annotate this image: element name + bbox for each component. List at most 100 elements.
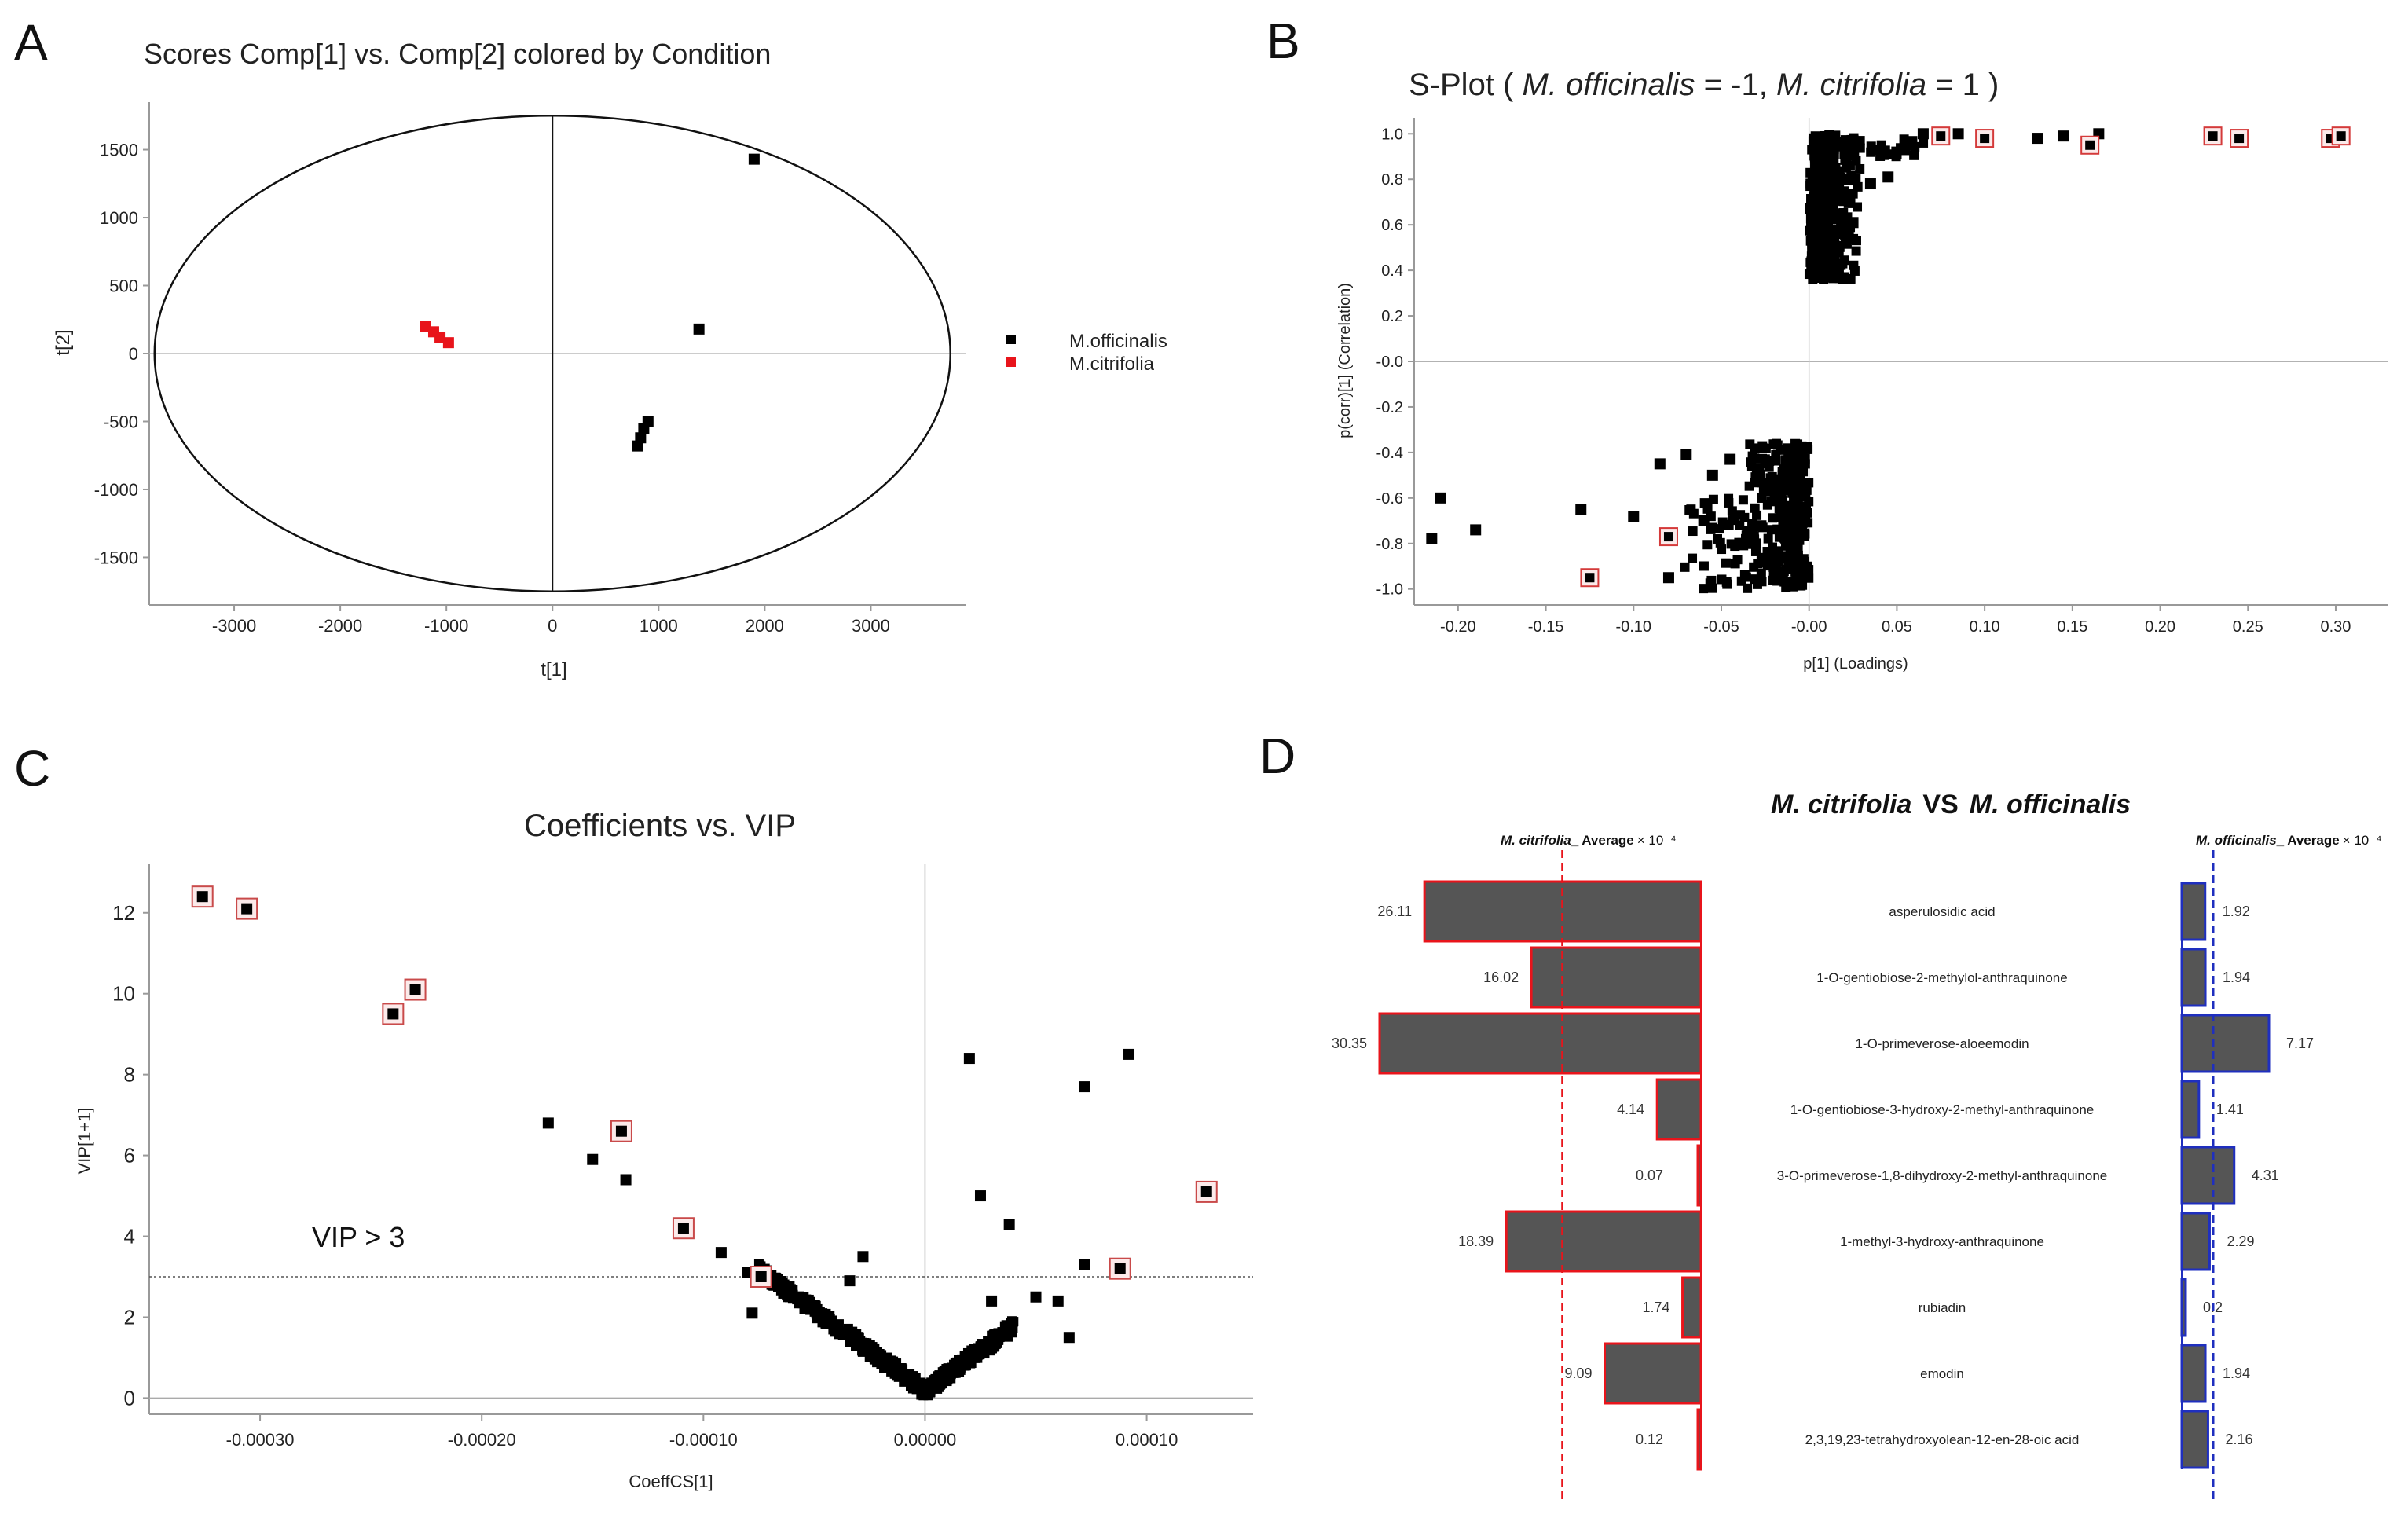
panel-b-title-prefix: S-Plot ( (1409, 68, 1522, 102)
panel-b-cloud-point (1702, 540, 1713, 550)
panel-c-axes (148, 864, 1253, 1415)
panel-c-point (715, 1247, 727, 1259)
panel-b-title-mid: = -1, (1695, 68, 1776, 102)
panel-c-point (1079, 1259, 1090, 1270)
panel-b-point (1680, 449, 1692, 460)
panel-d-value-citrifolia: 18.39 (1458, 1234, 1494, 1249)
panel-b-cloud-point (1821, 185, 1831, 196)
panel-a-legend: M.officinalis M.citrifolia (1006, 331, 1167, 375)
panel-a-point (442, 337, 454, 349)
panel-b-cloud-point (1717, 544, 1727, 555)
panel-b-cloud-point (1827, 205, 1837, 215)
panel-b-cloud-point (1876, 147, 1886, 157)
panel-c-cloud-point (906, 1377, 916, 1388)
panel-b-cloud-point (1806, 256, 1816, 266)
panel-c-xtick-label: -0.00020 (448, 1430, 516, 1450)
panel-c-point (1003, 1219, 1015, 1230)
panel-c-cloud-point (863, 1344, 874, 1354)
panel-b-cloud-point (1706, 524, 1716, 534)
panel-c-cloud-point (833, 1325, 843, 1336)
panel-b-cloud-point (1800, 459, 1810, 469)
panel-c-xlabel: CoeffCS[1] (629, 1472, 713, 1491)
panel-b-cloud-point (1763, 533, 1773, 544)
panel-b-cloud-point (1770, 478, 1780, 488)
panel-c-title: Coefficients vs. VIP (524, 808, 796, 843)
panel-b-cloud-point (1714, 524, 1724, 534)
panel-b-cloud-point (1796, 581, 1806, 591)
panel-b-cloud-point (1757, 558, 1767, 568)
panel-d-value-citrifolia: 0.12 (1636, 1432, 1663, 1447)
panel-d-left-axis-title: M. citrifolia_ Average × 10⁻⁴ (1501, 833, 1677, 848)
panel-b-point (1864, 178, 1876, 190)
panel-b-highlighted-point (1663, 532, 1673, 542)
panel-d-title-group1: M. citrifolia (1771, 790, 1911, 819)
panel-a-xtick-label: 1000 (640, 616, 678, 636)
panel-c-point (844, 1275, 856, 1287)
panel-c-ylabel: VIP[1+1] (75, 1107, 94, 1174)
panel-c-cloud-point (825, 1315, 835, 1325)
panel-d-right-axis-unit: × 10⁻⁴ (2343, 833, 2382, 848)
panel-d-value-citrifolia: 30.35 (1332, 1036, 1367, 1051)
panel-c-point (963, 1053, 975, 1065)
panel-c-cloud-point (781, 1288, 791, 1298)
panel-d-category-label: rubiadin (1919, 1300, 1966, 1315)
panel-c-ytick-label: 0 (124, 1386, 135, 1410)
panel-c-point (587, 1153, 599, 1165)
panel-a-ytick-label: 1500 (100, 141, 138, 160)
panel-d-title-group2: M. officinalis (1970, 790, 2131, 819)
panel-c-ytick-label: 10 (112, 982, 135, 1006)
panel-a-xtick-label: -3000 (212, 616, 256, 636)
panel-b-point (1628, 511, 1640, 522)
panel-a-xtick-label: -1000 (424, 616, 468, 636)
panel-b-cloud-point (1821, 153, 1831, 163)
panel-b-cloud-point (1817, 271, 1827, 281)
panel-b-ytick-label: 0.8 (1381, 171, 1403, 189)
panel-d-bar-citrifolia (1655, 1078, 1702, 1141)
panel-a-ytick-label: 0 (129, 344, 138, 364)
panel-b-cloud-point (1820, 218, 1830, 228)
panel-b-title: S-Plot ( M. officinalis = -1, M. citrifo… (1409, 68, 1999, 102)
panel-b-cloud-point (1835, 173, 1845, 183)
panel-a-ytick-label: 1000 (100, 208, 138, 228)
panel-a-ticks: -3000 -2000 -1000 0 1000 2000 3000 -1500 -1000 -5… (94, 141, 890, 636)
panel-b-xtick-label: 0.30 (2321, 618, 2351, 636)
panel-b-cloud-point (1724, 493, 1734, 504)
panel-b-title-suffix: = 1 ) (1926, 68, 1999, 102)
panel-d-value-citrifolia: 16.02 (1483, 970, 1519, 985)
panel-b-cloud-point (1819, 198, 1829, 208)
panel-c-highlighted-point (1114, 1263, 1126, 1274)
panel-b-cloud-point (1812, 216, 1822, 226)
panel-b-cloud-point (1787, 530, 1798, 541)
panel-b-cloud-point (1919, 137, 1929, 148)
panel-d-category-label: emodin (1920, 1366, 1964, 1381)
panel-b-cloud-point (1765, 558, 1775, 568)
panel-label-a: A (14, 14, 48, 71)
panel-b-point (1575, 504, 1587, 515)
panel-d-bar-officinalis (2180, 1014, 2271, 1073)
panel-a-point (420, 321, 431, 332)
panel-a-title: Scores Comp[1] vs. Comp[2] colored by Co… (144, 38, 771, 70)
panel-d-value-officinalis: 1.94 (2223, 970, 2250, 985)
panel-b-cloud-point (1752, 579, 1762, 589)
panel-b-xlabel: p[1] (Loadings) (1803, 655, 1908, 673)
panel-b-cloud-point (1782, 455, 1792, 465)
panel-d-bar-officinalis (2180, 948, 2207, 1007)
panel-b-cloud-point (1909, 150, 1919, 160)
panel-c-cloud-point (993, 1331, 1003, 1341)
panel-b-cloud-point (1846, 170, 1856, 181)
panel-b-xtick-label: -0.05 (1703, 618, 1739, 636)
panel-b-xtick-label: -0.00 (1791, 618, 1827, 636)
panel-b-cloud-point (1742, 526, 1752, 536)
panel-b-cloud-point (1756, 568, 1766, 578)
panel-c-coefficients-vip: Coefficients vs. VIP CoeffCS[1] VIP[1+1]… (75, 808, 1253, 1491)
panel-c-cloud-point (933, 1380, 943, 1390)
panel-b-ticks: -0.20 -0.15 -0.10 -0.05 -0.00 0.05 0.10 0.15 0.2… (1376, 126, 2351, 636)
panel-c-cloud-point (878, 1359, 888, 1369)
panel-a-confidence-ellipse (153, 115, 951, 592)
panel-d-value-officinalis: 2.29 (2227, 1234, 2254, 1249)
panel-b-cloud-point (1776, 500, 1787, 511)
panel-b-cloud-point (1804, 573, 1814, 583)
panel-b-cloud-point (1827, 229, 1837, 239)
panel-c-highlighted-point (677, 1223, 689, 1234)
panel-b-point (1882, 171, 1894, 183)
